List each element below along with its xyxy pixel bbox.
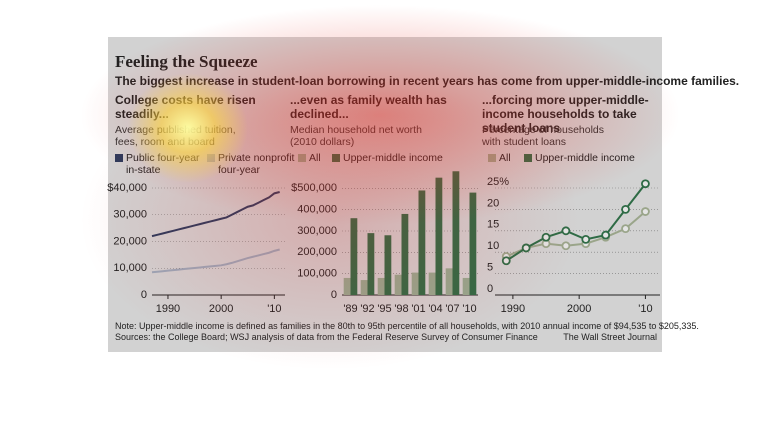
legend-swatch (524, 154, 532, 162)
x-tick-label: '04 (428, 303, 442, 315)
marker (641, 207, 650, 216)
sources: Sources: the College Board; WSJ analysis… (115, 332, 538, 342)
legend-swatch (207, 154, 215, 162)
bar (367, 233, 375, 295)
y-tick-label: $500,000 (291, 182, 337, 194)
y-tick-label: 0 (487, 283, 493, 295)
title: Feeling the Squeeze (115, 52, 258, 71)
legend-swatch (488, 154, 496, 162)
y-tick-label: 20,000 (113, 235, 147, 247)
bar (445, 268, 453, 295)
marker (621, 224, 630, 234)
marker (541, 232, 551, 242)
marker (501, 256, 511, 266)
x-tick-label: 1990 (156, 303, 180, 315)
panel-subheading: Median household net worth (2010 dollars… (290, 124, 422, 149)
y-tick-label: 10,000 (113, 262, 147, 274)
y-tick-label: 0 (141, 289, 147, 301)
bar (462, 277, 470, 295)
x-tick-label: '10 (638, 303, 652, 315)
panel-heading: ...even as family wealth has declined... (290, 93, 447, 121)
credit: The Wall Street Journal (563, 332, 657, 342)
legend-label: Upper-middle income (535, 152, 635, 164)
bar (384, 235, 392, 295)
bar (469, 192, 477, 295)
marker (521, 243, 531, 253)
y-tick-label: 10 (487, 240, 499, 252)
legend-swatch (115, 154, 123, 162)
marker (561, 241, 571, 251)
x-tick-label: 2000 (567, 303, 591, 315)
y-tick-label: 100,000 (297, 268, 337, 280)
bar (360, 280, 368, 295)
marker (621, 204, 630, 214)
x-tick-label: '07 (445, 303, 459, 315)
bar (452, 171, 460, 295)
y-tick-label: 25% (487, 176, 509, 188)
bar (350, 218, 358, 295)
panel-subheading: Percentage of households with student lo… (482, 124, 605, 149)
x-tick-label: 1990 (501, 303, 525, 315)
legend-label: Private nonprofit four-year (218, 152, 295, 177)
x-tick-label: '01 (411, 303, 425, 315)
y-tick-label: 5 (487, 262, 493, 274)
y-tick-label: 400,000 (297, 204, 337, 216)
y-tick-label: 300,000 (297, 225, 337, 237)
marker (561, 226, 571, 236)
x-tick-label: '95 (377, 303, 391, 315)
bar (428, 272, 436, 295)
legend-label: Upper-middle income (343, 152, 443, 164)
bar (401, 213, 409, 295)
x-tick-label: 2000 (209, 303, 233, 315)
x-tick-label: '10 (462, 303, 476, 315)
note: Note: Upper-middle income is defined as … (115, 321, 699, 331)
y-tick-label: 200,000 (297, 246, 337, 258)
subtitle: The biggest increase in student-loan bor… (115, 74, 740, 88)
y-tick-label: 0 (331, 289, 337, 301)
x-tick-label: '10 (267, 303, 281, 315)
x-tick-label: '92 (360, 303, 374, 315)
legend-swatch (298, 154, 306, 162)
y-tick-label: 15 (487, 219, 499, 231)
x-tick-label: '98 (394, 303, 408, 315)
bar (343, 277, 351, 295)
bar (435, 177, 443, 295)
x-tick-label: '89 (343, 303, 357, 315)
y-tick-label: 20 (487, 197, 499, 209)
panel-heading: College costs have risen steadily... (115, 93, 256, 121)
legend-label: Public four-year in-state (126, 152, 200, 177)
bar (394, 274, 402, 295)
legend-swatch (332, 154, 340, 162)
bar (377, 277, 385, 295)
panel-subheading: Average published tuition, fees, room an… (115, 124, 236, 149)
marker (581, 234, 591, 244)
marker (641, 179, 650, 189)
bar (418, 190, 426, 295)
y-tick-label: $40,000 (107, 182, 147, 194)
bar (411, 272, 419, 295)
marker (601, 230, 611, 240)
y-tick-label: 30,000 (113, 209, 147, 221)
